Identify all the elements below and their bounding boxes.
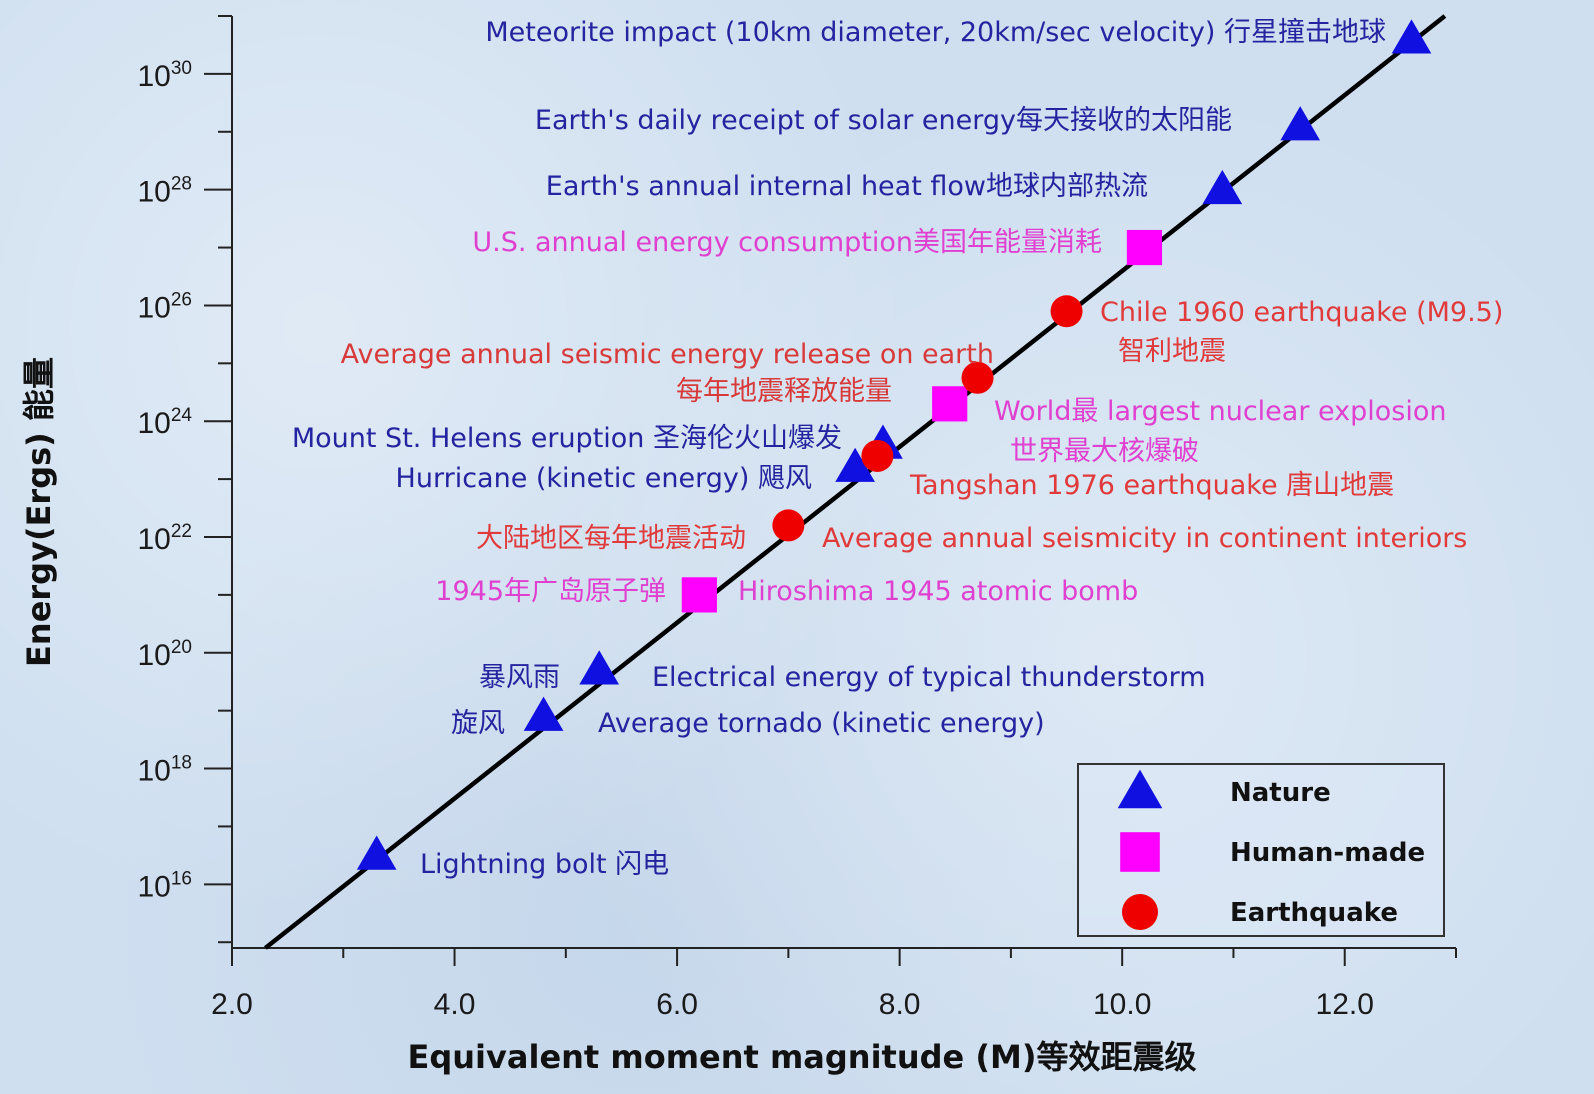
point-annotation: Tangshan 1976 earthquake 唐山地震 [909,470,1394,501]
axes [231,16,1456,949]
nature-triangle-marker [1391,19,1432,54]
annotations: Lightning bolt 闪电 Average tornado (kineti… [292,17,1504,880]
y-axis-title: Energy(Ergs) 能量 [20,357,58,667]
y-tick-label: 1030 [137,58,192,93]
nature-triangle-marker [1280,106,1321,141]
legend-label: Earthquake [1230,898,1398,928]
point-annotation: World最 largest nuclear explosion [994,396,1447,427]
earthquake-circle-marker [772,509,805,542]
point-annotation: Average tornado (kinetic energy) [598,708,1045,739]
nature-triangle-marker [835,447,875,482]
data-points [356,19,1432,870]
x-axis-title: Equivalent moment magnitude (M)等效距震级 [408,1038,1197,1076]
x-tick-label: 8.0 [879,988,921,1021]
nature-triangle-marker [523,696,564,731]
point-annotation-cn: 世界最大核爆破 [1010,436,1199,467]
point-annotation: Meteorite impact (10km diameter, 20km/se… [485,17,1386,48]
nature-triangle-marker [1202,169,1243,205]
point-annotation-cn: 每年地震释放能量 [676,376,892,407]
x-tick-label: 2.0 [211,988,253,1021]
point-annotation-cn: 智利地震 [1118,336,1226,367]
energy-magnitude-line [263,14,1447,950]
point-annotation-cn: 大陆地区每年地震活动 [476,523,746,554]
point-annotation-cn: 旋风 [451,708,505,739]
earthquake-circle-legend-swatch [1122,894,1158,930]
point-annotation: Chile 1960 earthquake (M9.5) [1100,297,1503,328]
x-tick-label: 6.0 [656,988,698,1021]
point-annotation: U.S. annual energy consumption美国年能量消耗 [472,227,1102,258]
point-annotation: Earth's annual internal heat flow地球内部热流 [546,171,1148,202]
trend-line [263,14,1447,950]
y-tick-label: 1020 [137,637,192,672]
point-annotation: Hurricane (kinetic energy) 飓风 [396,463,812,494]
point-annotation: Lightning bolt 闪电 [420,849,669,880]
x-tick-label: 12.0 [1316,988,1374,1021]
nature-triangle-legend-swatch [1117,769,1163,809]
nature-triangle-marker [579,650,620,685]
point-annotation: Electrical energy of typical thunderstor… [652,662,1206,693]
y-tick-label: 1026 [137,289,192,324]
y-tick-label: 1024 [137,405,192,440]
x-tick-label: 10.0 [1093,988,1151,1021]
y-tick-label: 1018 [137,753,192,788]
legend-label: Human-made [1230,838,1425,868]
y-tick-label: 1022 [137,521,192,556]
human-made-square-legend-swatch [1120,832,1160,872]
legend: Nature Human-made Earthquake [1077,763,1445,937]
legend-label: Nature [1230,778,1331,808]
human-made-square-marker [681,577,717,613]
point-annotation-cn: 暴风雨 [479,662,560,693]
y-tick-label: 1028 [137,174,192,209]
earthquake-circle-marker [1050,295,1083,328]
ticks: 2.0 4.0 6.0 8.0 10.0 12.0 1016 1018 1020 1022 1024… [137,15,1457,1021]
point-annotation: Average annual seismic energy release on… [341,339,994,370]
point-annotation: Mount St. Helens eruption 圣海伦火山爆发 [292,423,842,454]
human-made-square-marker [1126,229,1163,266]
earthquake-circle-marker [861,439,894,472]
point-annotation-cn: 1945年广岛原子弹 [435,576,666,607]
nature-triangle-marker [356,835,397,870]
point-annotation: Hiroshima 1945 atomic bomb [738,576,1138,607]
y-tick-label: 1016 [137,868,192,903]
point-annotation: Earth's daily receipt of solar energy每天接… [535,105,1232,136]
earthquake-circle-marker [961,361,994,394]
human-made-square-marker [932,386,968,422]
point-annotation: Average annual seismicity in continent i… [822,523,1467,554]
x-tick-label: 4.0 [434,988,476,1021]
